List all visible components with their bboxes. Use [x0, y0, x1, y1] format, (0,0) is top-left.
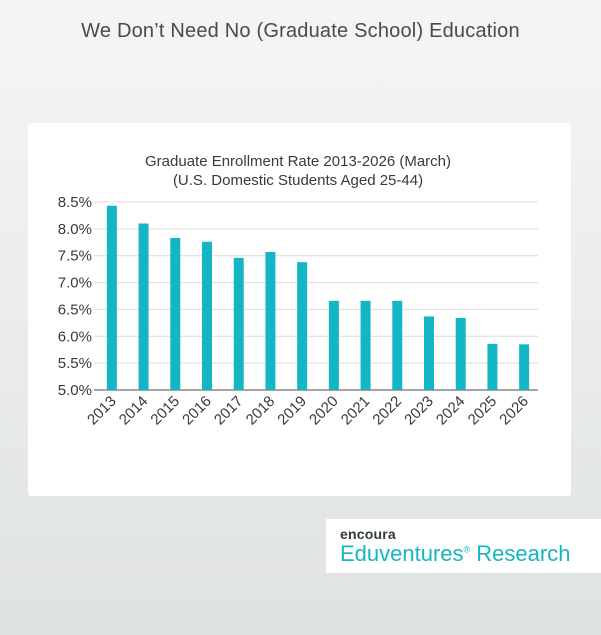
bar-2021	[360, 300, 371, 390]
bar-2014	[138, 223, 149, 390]
bar-2016	[202, 241, 212, 390]
bars	[106, 205, 530, 390]
registered-mark: ®	[463, 544, 471, 555]
brand-suffix: Research	[470, 541, 571, 566]
x-tick-label: 2018	[243, 393, 279, 429]
x-tick-label: 2025	[465, 393, 501, 429]
bar-2015	[170, 237, 181, 390]
x-tick-label: 2022	[369, 393, 405, 429]
bar-2019	[297, 262, 308, 390]
brand-name: encoura	[340, 526, 396, 542]
chart-title-line1: Graduate Enrollment Rate 2013-2026 (Marc…	[145, 153, 451, 170]
bar-2018	[265, 251, 276, 390]
x-tick-label: 2021	[338, 393, 374, 429]
y-tick-label: 8.5%	[58, 194, 92, 211]
y-tick-label: 6.5%	[58, 301, 92, 318]
x-tick-label: 2015	[147, 393, 183, 429]
bar-2020	[328, 300, 339, 390]
y-axis-ticks: 5.0% 5.5% 6.0% 6.5% 7.0% 7.5% 8.0% 8.5%	[58, 194, 92, 399]
gridlines	[94, 201, 538, 391]
bar-2026	[519, 344, 530, 390]
y-tick-label: 5.5%	[58, 355, 92, 372]
brand-logo-box: encoura Eduventures® Research	[326, 519, 601, 573]
brand-product-line: Eduventures® Research	[340, 541, 570, 567]
enrollment-bar-chart: Graduate Enrollment Rate 2013-2026 (Marc…	[58, 153, 538, 429]
chart-title-line2: (U.S. Domestic Students Aged 25-44)	[173, 172, 423, 189]
brand-product: Eduventures	[340, 541, 464, 566]
x-tick-label: 2016	[179, 393, 215, 429]
page-headline: We Don’t Need No (Graduate School) Educa…	[81, 20, 520, 42]
x-tick-label: 2024	[433, 393, 469, 429]
bar-2022	[392, 300, 403, 390]
bar-2023	[424, 316, 434, 390]
bar-2017	[233, 257, 244, 390]
x-tick-label: 2017	[211, 393, 247, 429]
y-tick-label: 7.5%	[58, 248, 92, 265]
bar-2013	[106, 205, 117, 390]
y-tick-label: 7.0%	[58, 275, 92, 292]
chart-card: Graduate Enrollment Rate 2013-2026 (Marc…	[28, 123, 571, 496]
x-tick-label: 2020	[306, 393, 342, 429]
x-tick-label: 2019	[274, 393, 310, 429]
bar-2025	[487, 343, 498, 390]
y-tick-label: 6.0%	[58, 328, 92, 345]
x-tick-label: 2026	[496, 393, 532, 429]
x-axis-ticks: 2013201420152016201720182019202020212022…	[84, 393, 532, 429]
y-tick-label: 5.0%	[58, 382, 92, 399]
y-tick-label: 8.0%	[58, 221, 92, 238]
x-tick-label: 2023	[401, 393, 437, 429]
bar-2024	[455, 318, 466, 390]
x-tick-label: 2014	[116, 393, 152, 429]
